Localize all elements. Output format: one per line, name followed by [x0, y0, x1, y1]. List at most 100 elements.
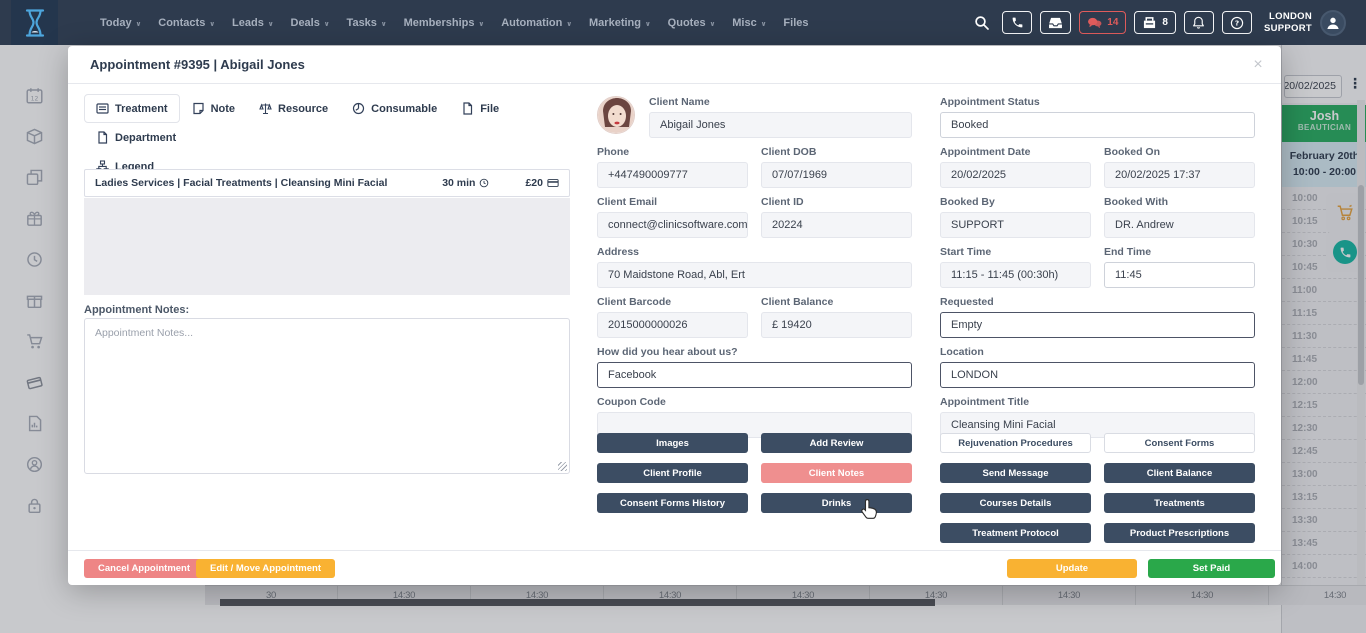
app-logo[interactable]: [11, 0, 58, 45]
chat-messages-button[interactable]: 14: [1079, 11, 1127, 34]
time-slot[interactable]: 11:00: [1282, 279, 1366, 302]
nav-menu-item[interactable]: Misc ∨: [732, 16, 767, 29]
till-button[interactable]: 8: [1134, 11, 1176, 34]
referral-select[interactable]: Facebook: [597, 362, 912, 388]
edit-move-appointment-button[interactable]: Edit / Move Appointment: [196, 559, 336, 578]
resize-grip[interactable]: [558, 462, 567, 471]
images-button[interactable]: Images: [597, 433, 748, 453]
start-time-input[interactable]: 11:15 - 11:45 (00:30h): [940, 262, 1091, 288]
vertical-scrollbar-thumb[interactable]: [1358, 185, 1364, 385]
staff-column-header[interactable]: Josh BEAUTICIAN: [1282, 105, 1366, 142]
time-slot[interactable]: 12:15: [1282, 394, 1366, 417]
cancel-appointment-button[interactable]: Cancel Appointment: [84, 559, 205, 578]
dob-input[interactable]: 07/07/1969: [761, 162, 912, 188]
time-slot[interactable]: 12:00: [1282, 371, 1366, 394]
email-input[interactable]: connect@clinicsoftware.com: [597, 212, 748, 238]
search-icon[interactable]: [974, 15, 990, 31]
client-name-input[interactable]: Abigail Jones: [649, 112, 912, 138]
package-icon[interactable]: [26, 128, 43, 145]
set-paid-button[interactable]: Set Paid: [1148, 559, 1275, 578]
nav-menu-item[interactable]: Today ∨: [100, 16, 142, 29]
client-id-input[interactable]: 20224: [761, 212, 912, 238]
history-icon[interactable]: [26, 251, 43, 268]
barcode-input[interactable]: 2015000000026: [597, 312, 748, 338]
calendar-date-input[interactable]: 20/02/2025: [1284, 75, 1342, 98]
address-input[interactable]: 70 Maidstone Road, Abl, Ert: [597, 262, 912, 288]
client-notes-button[interactable]: Client Notes: [761, 463, 912, 483]
add-review-button[interactable]: Add Review: [761, 433, 912, 453]
payment-card-icon[interactable]: [26, 374, 43, 391]
location-select[interactable]: LONDON: [940, 362, 1255, 388]
horizontal-scrollbar-thumb[interactable]: [220, 599, 935, 606]
appointment-date-input[interactable]: 20/02/2025: [940, 162, 1091, 188]
end-time-select[interactable]: 11:45: [1104, 262, 1255, 288]
tab-treatment[interactable]: Treatment: [84, 94, 180, 123]
copy-icon[interactable]: [26, 169, 43, 186]
time-slot[interactable]: 11:15: [1282, 302, 1366, 325]
booked-by-input[interactable]: SUPPORT: [940, 212, 1091, 238]
user-avatar[interactable]: [1320, 9, 1346, 36]
account-circle-icon[interactable]: [26, 456, 43, 473]
vertical-scrollbar[interactable]: [1357, 100, 1365, 585]
treatment-row[interactable]: Ladies Services | Facial Treatments | Cl…: [84, 169, 570, 197]
nav-menu-item[interactable]: Memberships ∨: [403, 16, 485, 29]
nav-menu-item[interactable]: Deals ∨: [290, 16, 330, 29]
consent-forms-button[interactable]: Consent Forms: [1104, 433, 1255, 453]
time-slot[interactable]: 10:00: [1282, 187, 1366, 210]
client-balance-button[interactable]: Client Balance: [1104, 463, 1255, 483]
time-slot[interactable]: 12:45: [1282, 440, 1366, 463]
nav-menu-item[interactable]: Tasks ∨: [346, 16, 387, 29]
nav-menu-item[interactable]: Files: [783, 16, 809, 29]
time-slot[interactable]: 11:30: [1282, 325, 1366, 348]
product-prescriptions-button[interactable]: Product Prescriptions: [1104, 523, 1255, 543]
appointment-notes-textarea[interactable]: Appointment Notes...: [84, 318, 570, 474]
gift-icon[interactable]: [26, 292, 43, 309]
nav-menu-item[interactable]: Leads ∨: [232, 16, 274, 29]
tab-consumable[interactable]: Consumable: [340, 94, 449, 123]
gift-card-icon[interactable]: [26, 210, 43, 227]
treatment-drop-area[interactable]: [84, 198, 570, 295]
drinks-button[interactable]: Drinks: [761, 493, 912, 513]
close-icon[interactable]: ×: [1247, 54, 1269, 76]
time-slot[interactable]: 11:45: [1282, 348, 1366, 371]
requested-select[interactable]: Empty: [940, 312, 1255, 338]
time-slot[interactable]: 10:45: [1282, 256, 1366, 279]
treatment-protocol-button[interactable]: Treatment Protocol: [940, 523, 1091, 543]
nav-menu-item[interactable]: Quotes ∨: [667, 16, 716, 29]
nav-menu-item[interactable]: Contacts ∨: [158, 16, 216, 29]
balance-input[interactable]: £ 19420: [761, 312, 912, 338]
kebab-menu-icon[interactable]: ⋮: [1348, 75, 1363, 91]
time-slot[interactable]: 10:15: [1282, 210, 1366, 233]
tab-resource[interactable]: Resource: [247, 94, 340, 123]
tab-file[interactable]: File: [449, 94, 511, 123]
booked-with-input[interactable]: DR. Andrew: [1104, 212, 1255, 238]
lock-icon[interactable]: [26, 497, 43, 514]
help-button[interactable]: ?: [1221, 11, 1252, 34]
update-button[interactable]: Update: [1007, 559, 1137, 578]
client-photo[interactable]: [597, 96, 635, 134]
booked-on-input[interactable]: 20/02/2025 17:37: [1104, 162, 1255, 188]
rejuvenation-procedures-button[interactable]: Rejuvenation Procedures: [940, 433, 1091, 453]
time-slot[interactable]: 13:45: [1282, 532, 1366, 555]
time-slot[interactable]: 13:00: [1282, 463, 1366, 486]
notifications-button[interactable]: [1183, 11, 1214, 34]
status-select[interactable]: Booked: [940, 112, 1255, 138]
inbox-button[interactable]: [1040, 11, 1072, 34]
time-slot[interactable]: 12:30: [1282, 417, 1366, 440]
client-profile-button[interactable]: Client Profile: [597, 463, 748, 483]
cart-icon[interactable]: [26, 333, 43, 350]
tab-department[interactable]: Department: [84, 123, 188, 152]
calendar-icon[interactable]: 12: [25, 87, 43, 104]
phone-input[interactable]: +447490009777: [597, 162, 748, 188]
report-icon[interactable]: [26, 415, 43, 432]
consent-forms-history-button[interactable]: Consent Forms History: [597, 493, 748, 513]
time-slot[interactable]: 10:30: [1282, 233, 1366, 256]
courses-details-button[interactable]: Courses Details: [940, 493, 1091, 513]
send-message-button[interactable]: Send Message: [940, 463, 1091, 483]
nav-menu-item[interactable]: Marketing ∨: [589, 16, 651, 29]
time-slot[interactable]: 13:15: [1282, 486, 1366, 509]
nav-menu-item[interactable]: Automation ∨: [501, 16, 573, 29]
treatments-button[interactable]: Treatments: [1104, 493, 1255, 513]
time-slot[interactable]: 13:30: [1282, 509, 1366, 532]
phone-calls-button[interactable]: [1002, 11, 1033, 34]
